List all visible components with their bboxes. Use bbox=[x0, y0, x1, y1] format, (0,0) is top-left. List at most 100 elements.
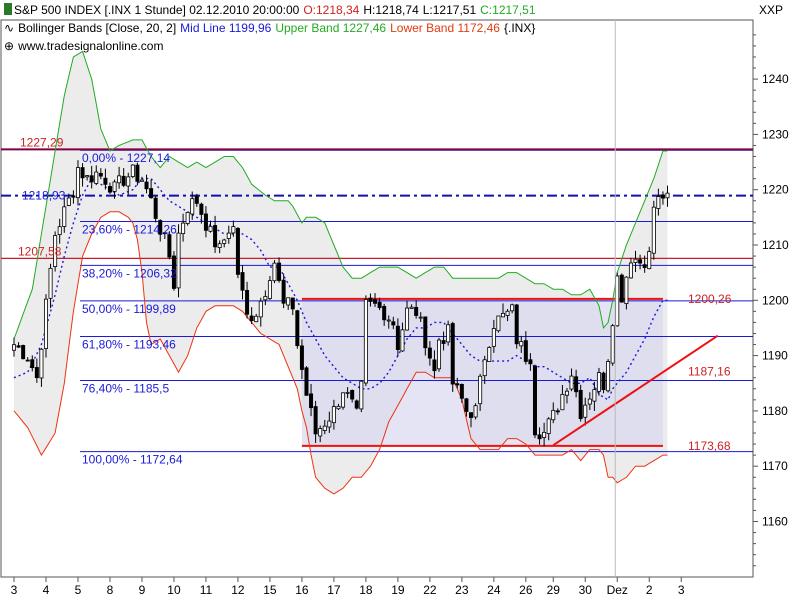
candle-body bbox=[569, 375, 574, 390]
candle-body bbox=[34, 367, 39, 379]
candle-body bbox=[601, 372, 606, 391]
indicator-icon: ∿ bbox=[4, 21, 15, 35]
candle-body bbox=[345, 391, 350, 394]
x-tick-label: 24 bbox=[487, 583, 501, 597]
candle-body bbox=[162, 232, 167, 235]
candle-body bbox=[254, 315, 259, 323]
candle-body bbox=[514, 304, 519, 345]
candle-body bbox=[112, 181, 117, 192]
candle-body bbox=[405, 307, 410, 331]
axis-symbol-label: XXP bbox=[759, 3, 783, 17]
candle-body bbox=[414, 306, 419, 316]
indicator-name: Bollinger Bands [Close, 20, 2] bbox=[18, 21, 177, 35]
candle-body bbox=[153, 197, 158, 219]
x-tick-label: 17 bbox=[327, 583, 341, 597]
candle-body bbox=[528, 359, 533, 365]
y-tick-label: 1200 bbox=[762, 293, 789, 307]
candle-body bbox=[176, 232, 181, 289]
candle-body bbox=[368, 297, 373, 302]
candle-body bbox=[500, 312, 505, 318]
candle-body bbox=[71, 195, 76, 198]
candle-body bbox=[615, 275, 620, 327]
candle-body bbox=[25, 359, 30, 362]
y-tick-label: 1190 bbox=[762, 349, 788, 363]
candle-body bbox=[606, 361, 611, 392]
y-axis: 1160 1170 1180 1190 1200 1210 1220 1230 1240 bbox=[753, 34, 789, 567]
candle-body bbox=[149, 188, 154, 199]
candle-body bbox=[350, 389, 355, 400]
candle-body bbox=[437, 339, 442, 370]
x-tick-label: 9 bbox=[139, 583, 146, 597]
candle-body bbox=[427, 347, 432, 359]
candle-body bbox=[409, 306, 414, 309]
candle-body bbox=[555, 410, 560, 413]
candle-body bbox=[185, 212, 190, 224]
level-label: 1207,58 bbox=[18, 244, 62, 258]
candle-body bbox=[628, 262, 633, 279]
candle-body bbox=[89, 175, 94, 183]
candle-body bbox=[304, 367, 309, 396]
candle-body bbox=[377, 301, 382, 309]
indicator-symbol: {.INX} bbox=[503, 21, 536, 35]
x-tick-label: 23 bbox=[455, 583, 469, 597]
candle-body bbox=[98, 172, 103, 177]
candle-body bbox=[510, 304, 515, 312]
candle-body bbox=[263, 296, 268, 301]
candle-body bbox=[359, 380, 364, 410]
candle-body bbox=[11, 344, 16, 351]
candle-body bbox=[423, 316, 428, 349]
candle-body bbox=[249, 315, 254, 321]
candle-body bbox=[583, 404, 588, 418]
candle-body bbox=[496, 315, 501, 332]
candle-body bbox=[309, 393, 314, 409]
x-tick-label: 29 bbox=[547, 583, 561, 597]
candle-body bbox=[208, 225, 213, 232]
candle-body bbox=[281, 279, 286, 304]
candle-body bbox=[103, 177, 108, 185]
candle-body bbox=[546, 418, 551, 434]
x-tick-label: 3 bbox=[11, 583, 18, 597]
candle-body bbox=[505, 310, 510, 316]
candle-body bbox=[107, 186, 112, 193]
candle-body bbox=[194, 196, 199, 204]
globe-icon: ⊕ bbox=[4, 39, 15, 53]
header-line-2: ∿ Bollinger Bands [Close, 20, 2] Mid Line … bbox=[4, 21, 539, 35]
fib-label: 23,60% - 1214,26 bbox=[82, 222, 177, 236]
header-line-3: ⊕ www.tradesignalonline.com bbox=[4, 39, 167, 53]
bollinger-bands bbox=[13, 50, 668, 495]
candle-body bbox=[665, 192, 670, 199]
lower-band-line bbox=[13, 211, 668, 495]
candle-body bbox=[491, 328, 496, 347]
y-tick-label: 1230 bbox=[762, 127, 789, 141]
candle-body bbox=[135, 164, 140, 182]
candle-body bbox=[391, 321, 396, 326]
candle-body bbox=[235, 228, 240, 275]
candle-body bbox=[363, 299, 368, 384]
candle-body bbox=[181, 222, 186, 235]
candle-body bbox=[468, 412, 473, 418]
x-tick-label: 19 bbox=[391, 583, 405, 597]
candle-body bbox=[473, 405, 478, 418]
candle-body bbox=[386, 319, 391, 322]
y-tick-label: 1180 bbox=[762, 404, 788, 418]
candle-body bbox=[619, 274, 624, 303]
candle-body bbox=[240, 272, 245, 291]
y-tick-label: 1170 bbox=[762, 459, 788, 473]
candle-body bbox=[455, 383, 460, 386]
y-tick-label: 1220 bbox=[762, 183, 789, 197]
candle-body bbox=[245, 290, 250, 315]
candle-body bbox=[464, 398, 469, 412]
candle-body bbox=[272, 262, 277, 282]
level-labels: 0,00% - 1227,14 23,60% - 1214,26 38,20% - … bbox=[18, 135, 732, 466]
x-tick-label: 12 bbox=[231, 583, 245, 597]
candle-body bbox=[537, 434, 542, 440]
x-tick-label: 8 bbox=[107, 583, 114, 597]
fib-label: 0,00% - 1227,14 bbox=[82, 151, 170, 165]
candle-body bbox=[551, 409, 556, 421]
candle-body bbox=[199, 203, 204, 215]
candle-body bbox=[395, 325, 400, 350]
candle-body bbox=[171, 255, 176, 289]
fib-label: 38,20% - 1206,32 bbox=[82, 266, 177, 280]
candle-body bbox=[478, 375, 483, 405]
